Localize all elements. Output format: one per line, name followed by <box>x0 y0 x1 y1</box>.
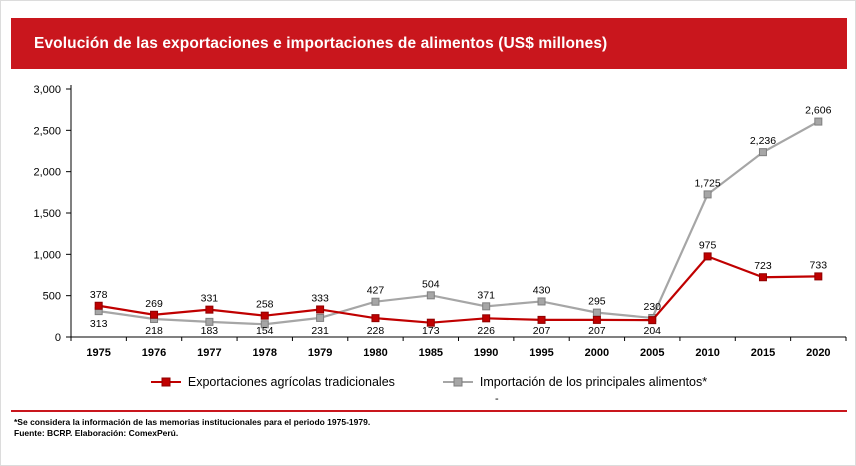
svg-text:230: 230 <box>643 301 661 313</box>
svg-text:1995: 1995 <box>529 347 553 359</box>
svg-text:733: 733 <box>810 259 828 271</box>
stray-dash: - <box>495 393 499 405</box>
svg-text:2000: 2000 <box>585 347 609 359</box>
svg-text:0: 0 <box>55 332 61 344</box>
chart-legend: Exportaciones agrícolas tradicionales Im… <box>1 375 855 389</box>
x-axis: 1975 1976 1977 1978 1979 1980 1985 1990 1995 2000… <box>70 336 847 359</box>
svg-text:1990: 1990 <box>474 347 498 359</box>
svg-text:2,606: 2,606 <box>805 105 831 117</box>
y-axis: 0 500 1,000 1,500 2,000 2,500 3,000 <box>33 84 72 344</box>
svg-text:1976: 1976 <box>142 347 166 359</box>
svg-text:2010: 2010 <box>695 347 719 359</box>
gray-series-marker-icon <box>442 377 473 387</box>
svg-text:207: 207 <box>533 325 551 337</box>
legend-label-exports: Exportaciones agrícolas tradicionales <box>187 375 395 389</box>
svg-text:154: 154 <box>256 325 274 337</box>
red-series-marker-icon <box>150 377 181 387</box>
header-bar: Evolución de las exportaciones e importa… <box>11 18 847 69</box>
red-divider-line <box>11 410 847 412</box>
svg-text:2020: 2020 <box>806 347 830 359</box>
legend-item-exports: Exportaciones agrícolas tradicionales <box>150 375 395 389</box>
svg-text:427: 427 <box>367 285 385 297</box>
svg-text:430: 430 <box>533 284 551 296</box>
svg-text:231: 231 <box>311 325 329 337</box>
svg-text:333: 333 <box>311 292 329 304</box>
svg-text:3,000: 3,000 <box>33 84 61 96</box>
svg-text:207: 207 <box>588 325 606 337</box>
svg-text:2015: 2015 <box>751 347 775 359</box>
svg-text:2,500: 2,500 <box>33 125 61 137</box>
series-0 <box>94 252 823 327</box>
svg-text:1979: 1979 <box>308 347 332 359</box>
svg-text:183: 183 <box>201 325 219 337</box>
svg-text:173: 173 <box>422 325 440 337</box>
legend-label-imports: Importación de los principales alimentos… <box>479 375 708 389</box>
svg-text:378: 378 <box>90 289 108 301</box>
svg-text:1,725: 1,725 <box>694 177 720 189</box>
svg-text:723: 723 <box>754 260 772 272</box>
footer-notes: *Se considera la información de las memo… <box>14 417 370 439</box>
svg-text:2,236: 2,236 <box>750 135 776 147</box>
svg-text:1980: 1980 <box>363 347 387 359</box>
svg-text:1985: 1985 <box>419 347 443 359</box>
svg-text:331: 331 <box>201 293 219 305</box>
svg-text:218: 218 <box>145 325 163 337</box>
footnote-methodology: *Se considera la información de las memo… <box>14 417 371 427</box>
svg-text:204: 204 <box>643 325 661 337</box>
svg-text:2,000: 2,000 <box>33 167 61 179</box>
svg-text:371: 371 <box>477 289 495 301</box>
svg-text:1,500: 1,500 <box>33 208 61 220</box>
svg-text:1978: 1978 <box>253 347 277 359</box>
svg-text:258: 258 <box>256 299 274 311</box>
series-1 <box>94 117 823 329</box>
svg-text:1,000: 1,000 <box>33 249 61 261</box>
svg-text:226: 226 <box>477 325 495 337</box>
svg-text:1977: 1977 <box>197 347 221 359</box>
footnote-source: Fuente: BCRP. Elaboración: ComexPerú. <box>14 428 179 438</box>
legend-item-imports: Importación de los principales alimentos… <box>442 375 708 389</box>
data-labels: 378 269 331 258 333 228 173 226 207 207 204 975 723 7… <box>90 105 832 337</box>
svg-text:2005: 2005 <box>640 347 664 359</box>
svg-text:500: 500 <box>43 291 61 303</box>
svg-text:504: 504 <box>422 278 440 290</box>
svg-text:295: 295 <box>588 296 606 308</box>
svg-text:269: 269 <box>145 298 163 310</box>
svg-text:228: 228 <box>367 325 385 337</box>
svg-text:1975: 1975 <box>86 347 110 359</box>
svg-text:313: 313 <box>90 318 108 330</box>
page-title: Evolución de las exportaciones e importa… <box>34 34 608 52</box>
svg-text:975: 975 <box>699 239 717 251</box>
